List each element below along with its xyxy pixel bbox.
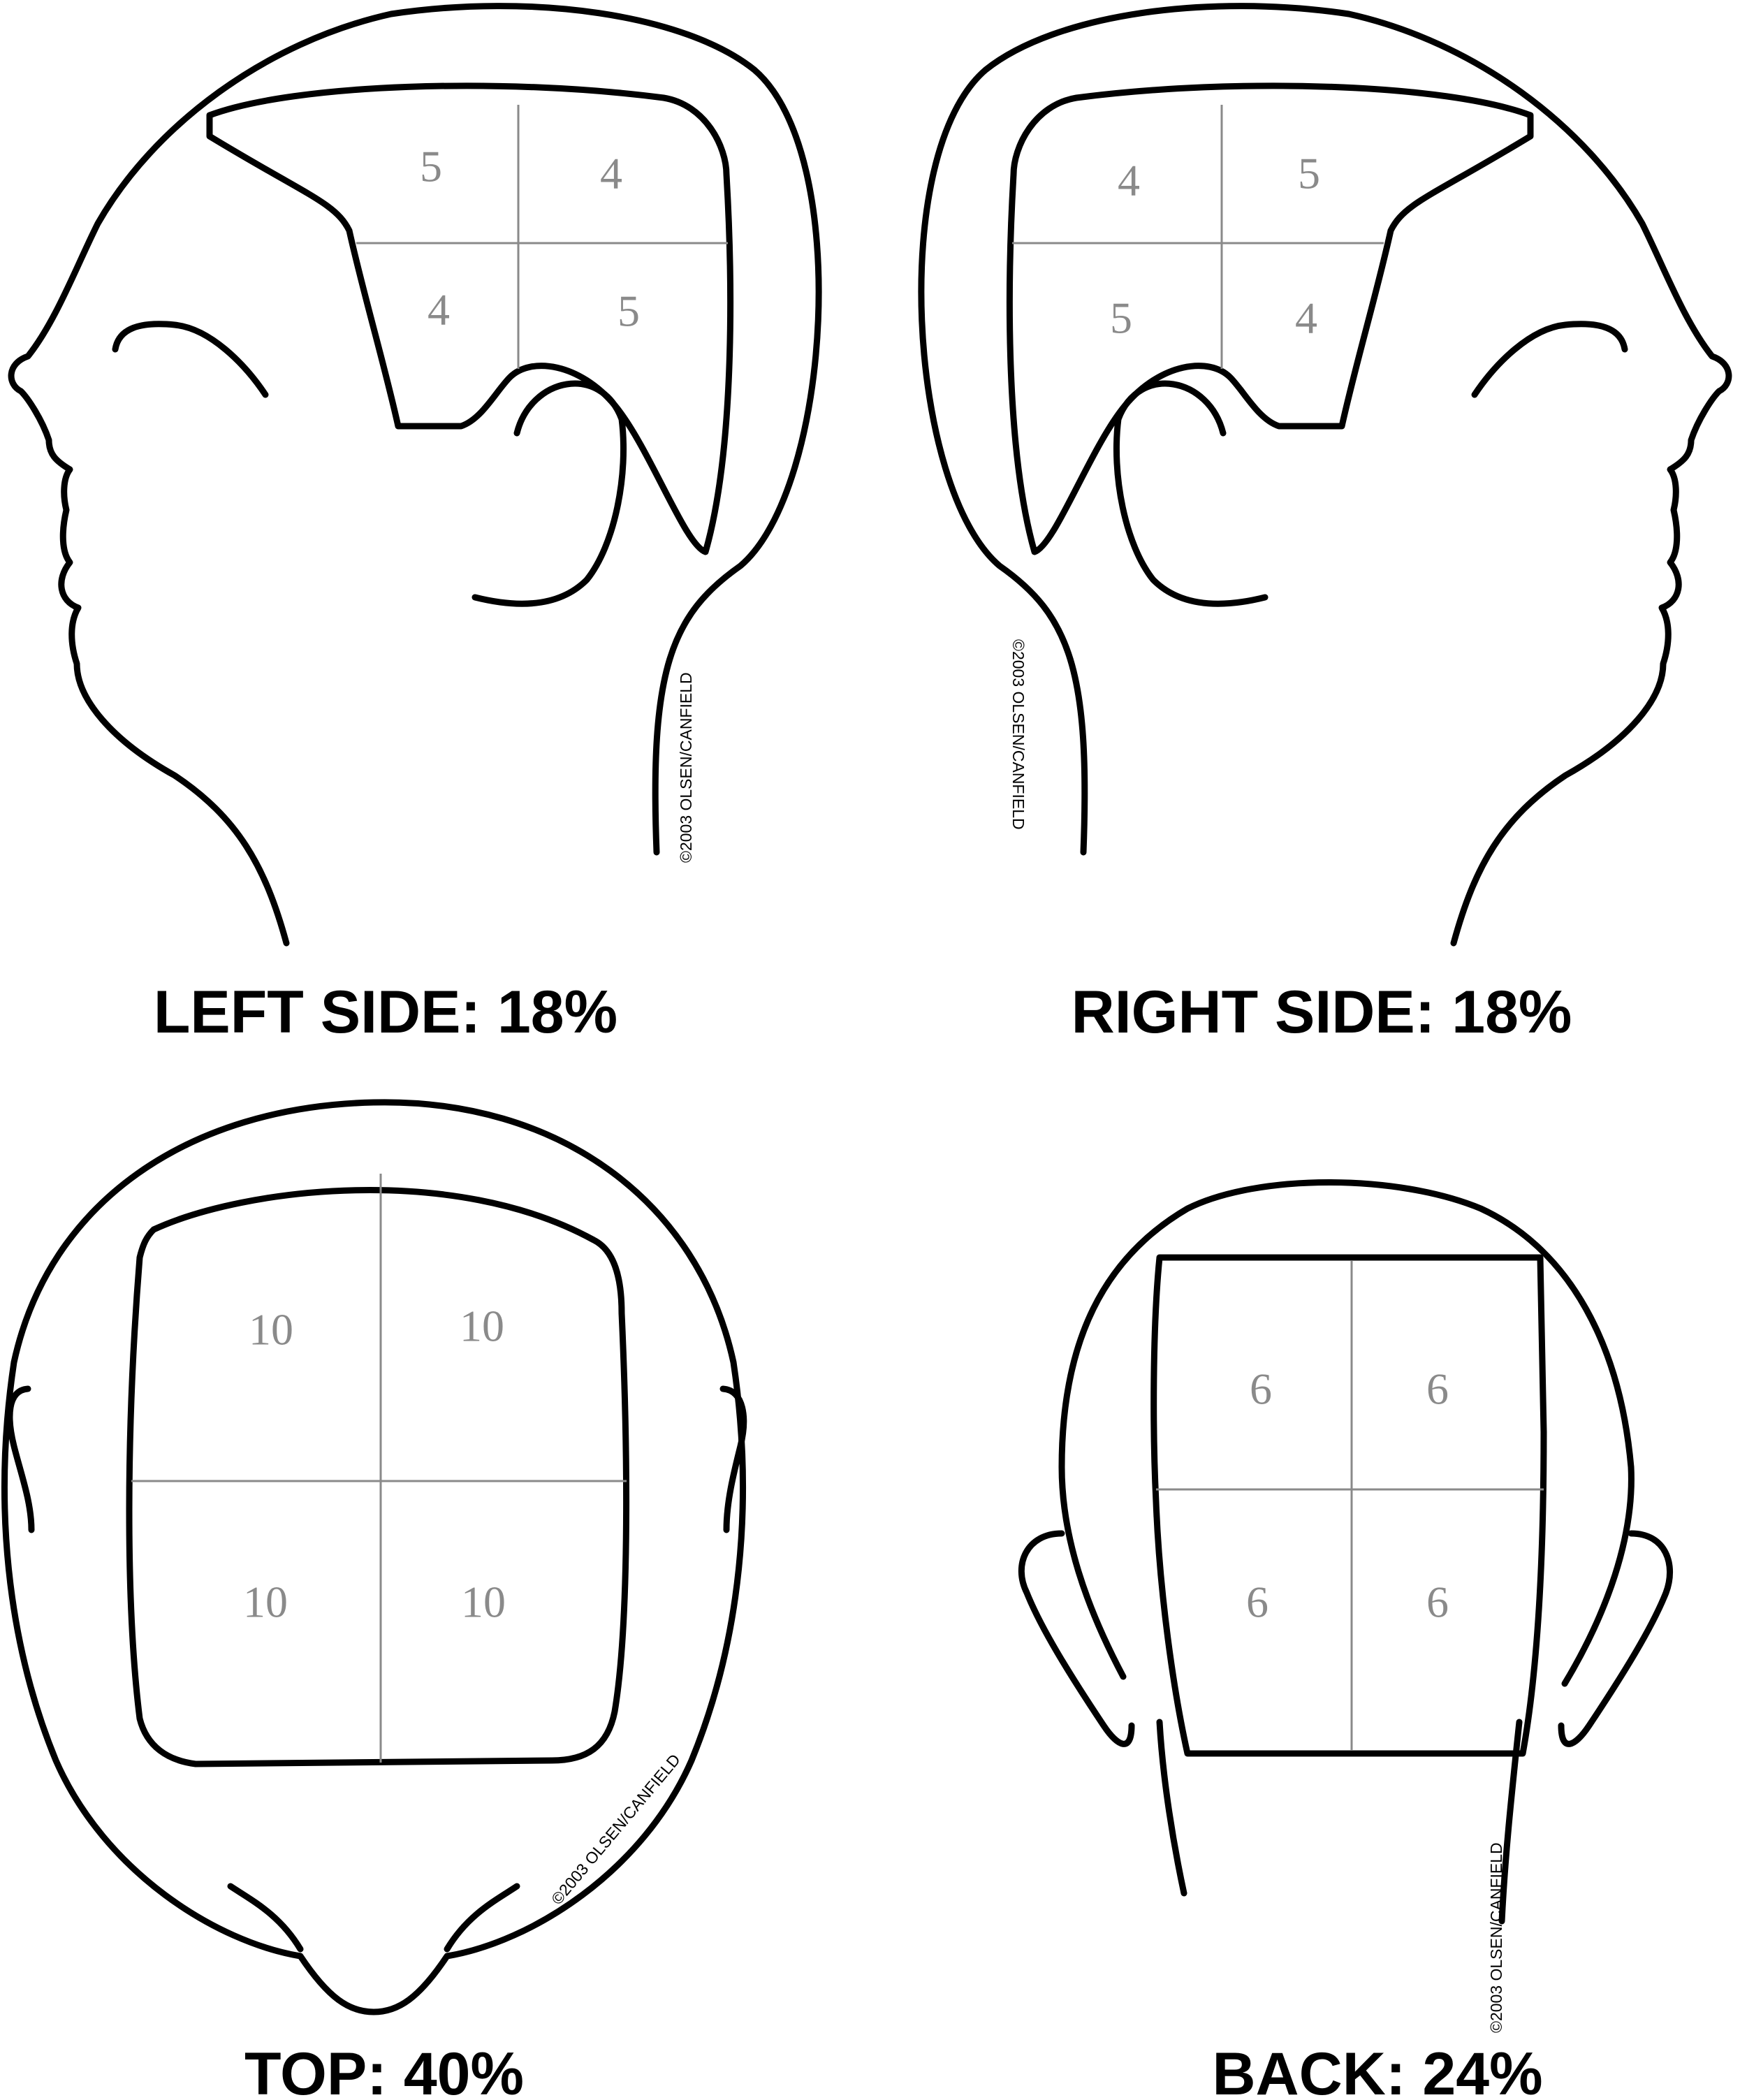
right-side-cell-value: 5	[1298, 149, 1320, 198]
top-nose-left	[227, 1883, 304, 1953]
right-side-eyebrow	[1471, 321, 1628, 398]
left-side-ear	[471, 380, 627, 607]
left-side-scalp-region	[206, 82, 734, 555]
back-neck-right	[1498, 1719, 1523, 1925]
top-left-ear	[6, 1385, 35, 1533]
back-cell-value: 6	[1246, 1577, 1269, 1627]
left-side-copyright: ©2003 OLSEN/CANFIELD	[677, 672, 695, 863]
left-side-cell-value: 5	[617, 286, 640, 336]
right-side-caption: RIGHT SIDE: 18%	[1072, 979, 1572, 1046]
left-side-cell-value: 5	[420, 142, 442, 191]
top-cell-value: 10	[243, 1577, 288, 1627]
top-nose-right	[444, 1883, 520, 1953]
back-panel: 6 6 6 6 ©2003 OLSEN/CANFIELD BACK: 24%	[1018, 1179, 1674, 2100]
top-head-outline	[1, 1099, 746, 2015]
left-side-caption: LEFT SIDE: 18%	[154, 979, 617, 1046]
top-copyright: ©2003 OLSEN/CANFIELD	[548, 1751, 684, 1909]
right-side-cell-value: 4	[1295, 293, 1317, 343]
left-side-head-outline	[8, 3, 822, 947]
back-cell-value: 6	[1426, 1577, 1449, 1627]
left-side-cell-value: 4	[600, 149, 622, 198]
top-cell-value: 10	[249, 1305, 293, 1355]
right-side-copyright: ©2003 OLSEN/CANFIELD	[1009, 639, 1028, 830]
back-caption: BACK: 24%	[1212, 2041, 1542, 2100]
left-side-cell-value: 4	[427, 285, 450, 335]
back-scalp-region	[1150, 1254, 1547, 1757]
right-side-cell-value: 5	[1110, 293, 1132, 343]
top-caption: TOP: 40%	[244, 2041, 524, 2100]
back-left-ear	[1018, 1530, 1135, 1747]
back-copyright: ©2003 OLSEN/CANFIELD	[1487, 1842, 1505, 2033]
top-right-ear	[719, 1385, 747, 1533]
right-side-scalp-region	[1006, 82, 1534, 555]
back-cell-value: 6	[1426, 1364, 1449, 1414]
back-right-ear	[1558, 1530, 1674, 1747]
right-side-cell-value: 4	[1118, 156, 1140, 205]
top-cell-value: 10	[460, 1301, 504, 1351]
top-cell-value: 10	[461, 1577, 506, 1627]
back-neck-left	[1156, 1719, 1187, 1897]
right-side-head-outline	[918, 3, 1732, 947]
left-side-panel: 5 4 4 5 ©2003 OLSEN/CANFIELD LEFT SIDE: …	[8, 3, 822, 1046]
back-cell-value: 6	[1250, 1364, 1272, 1414]
right-side-ear	[1113, 380, 1269, 607]
top-scalp-region	[126, 1187, 630, 1767]
top-panel: 10 10 10 10 ©2003 OLSEN/CANFIELD TOP: 40…	[1, 1099, 747, 2100]
back-head-outline	[1058, 1179, 1635, 1687]
right-side-panel: 4 5 5 4 ©2003 OLSEN/CANFIELD RIGHT SIDE:…	[918, 3, 1732, 1046]
left-side-eyebrow	[112, 321, 269, 398]
